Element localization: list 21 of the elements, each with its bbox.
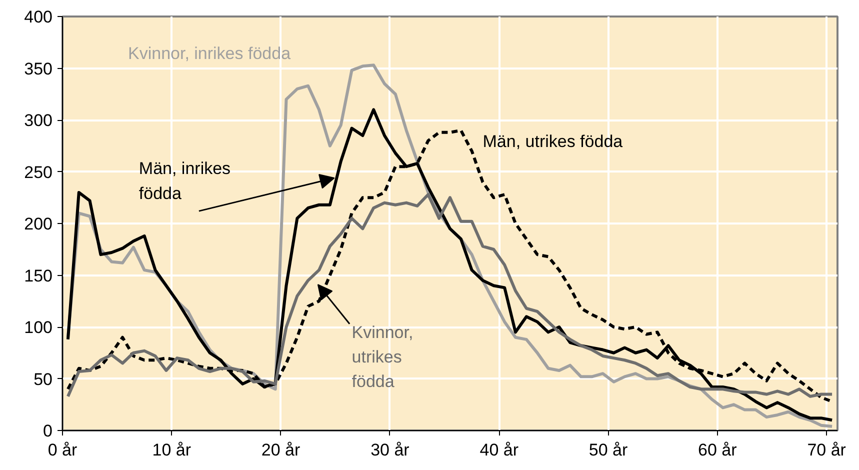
y-tick-label: 150 [24, 266, 53, 286]
series-label: Män, inrikes födda [138, 159, 231, 203]
x-tick-label: 20 år [261, 440, 301, 460]
y-tick-label: 50 [34, 370, 53, 389]
y-tick-label: 200 [24, 214, 53, 234]
x-tick-label: 10 år [152, 440, 192, 460]
x-tick-label: 50 år [588, 440, 628, 460]
text: Kvinnor, utrikes födda [352, 322, 414, 392]
series-label: Kvinnor, inrikes födda [128, 44, 292, 64]
x-tick-label: 30 år [370, 440, 410, 460]
y-tick-label: 100 [24, 318, 53, 337]
x-tick-label: 0 år [48, 440, 78, 460]
y-tick-label: 400 [24, 8, 53, 26]
x-tick-label: 60 år [698, 440, 738, 460]
y-tick-label: 0 [43, 422, 53, 440]
x-tick-label: 70 år [807, 440, 846, 460]
x-tick-label: 40 år [480, 440, 519, 460]
y-tick-label: 300 [24, 111, 53, 130]
y-tick-label: 250 [24, 162, 53, 182]
series-label: Män, utrikes födda [482, 132, 624, 152]
y-tick-label: 350 [24, 59, 53, 78]
